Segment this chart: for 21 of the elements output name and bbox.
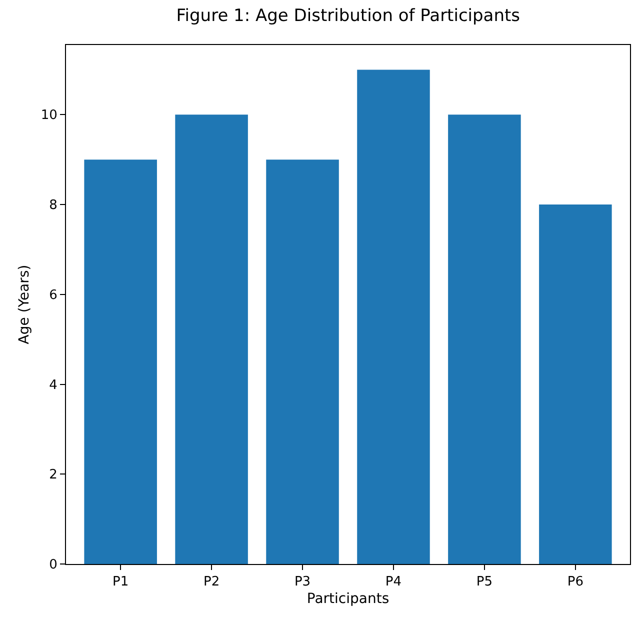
x-tick-label: P1 <box>112 574 129 590</box>
y-tick-label: 0 <box>49 558 58 573</box>
y-tick-label: 6 <box>49 288 58 303</box>
y-tick-label: 8 <box>49 198 58 214</box>
y-tick-label: 2 <box>49 468 58 483</box>
bar <box>357 70 430 564</box>
bar <box>175 114 248 564</box>
bar <box>266 160 339 564</box>
x-axis-title: Participants <box>306 590 390 607</box>
y-tick-label: 4 <box>49 378 58 393</box>
x-tick-label: P2 <box>203 574 220 590</box>
bar <box>448 114 521 564</box>
x-tick-label: P6 <box>567 574 584 590</box>
y-tick-label: 10 <box>40 108 58 124</box>
x-tick-label: P3 <box>294 574 311 590</box>
bar <box>539 204 612 564</box>
x-tick-label: P4 <box>385 574 402 590</box>
x-tick-label: P5 <box>476 574 493 590</box>
y-axis-title: Age (Years) <box>16 264 32 344</box>
chart-title: Figure 1: Age Distribution of Participants <box>176 6 520 26</box>
bar <box>84 160 157 564</box>
